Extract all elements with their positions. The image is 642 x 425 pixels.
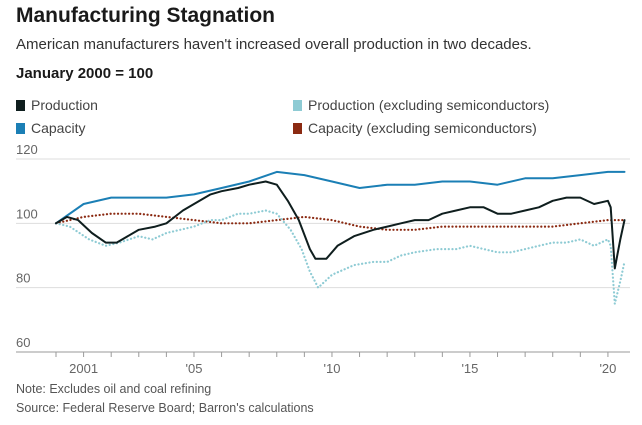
legend-swatch-capacity: [16, 122, 25, 134]
y-tick-label-120: 120: [16, 142, 38, 157]
legend-label-production: Production: [31, 97, 98, 113]
x-tick-label-2010: '10: [323, 361, 340, 376]
legend-label-capacity: Capacity: [31, 120, 86, 136]
y-axis-unit-label: January 2000 = 100: [16, 65, 154, 82]
legend-item-capacity-ex-semis: Capacity (excluding semiconductors): [293, 120, 537, 136]
legend-swatch-production-ex-semis: [293, 99, 302, 111]
chart-subtitle: American manufacturers haven't increased…: [16, 36, 532, 53]
legend-item-production: Production: [16, 97, 98, 113]
y-axis-tick-labels: 60 80 100 120: [16, 142, 38, 350]
series-line-capacity-excluding-semiconductors: [54, 212, 626, 231]
chart-source: Source: Federal Reserve Board; Barron's …: [16, 401, 314, 415]
y-tick-label-80: 80: [16, 271, 30, 286]
x-tick-label-2015: '15: [461, 361, 478, 376]
x-tick-label-2020: '20: [599, 361, 616, 376]
gridlines: [16, 158, 630, 353]
chart-title: Manufacturing Stagnation: [16, 4, 275, 27]
legend-item-production-ex-semis: Production (excluding semiconductors): [293, 97, 549, 113]
series-line-capacity: [55, 170, 626, 225]
series-lines: [54, 170, 626, 305]
x-tick-label-2001: 2001: [69, 361, 98, 376]
legend-swatch-capacity-ex-semis: [293, 122, 302, 134]
x-axis: 2001 '05 '10 '15 '20: [16, 351, 630, 376]
series-line-production-excluding-semiconductors: [54, 209, 626, 305]
y-tick-label-100: 100: [16, 206, 38, 221]
legend-item-capacity: Capacity: [16, 120, 85, 136]
y-tick-label-60: 60: [16, 335, 30, 350]
legend-label-production-ex-semis: Production (excluding semiconductors): [308, 97, 550, 113]
chart-note: Note: Excludes oil and coal refining: [16, 382, 212, 396]
series-line-production: [55, 180, 626, 270]
legend-label-capacity-ex-semis: Capacity (excluding semiconductors): [308, 120, 537, 136]
legend-swatch-production: [16, 99, 25, 111]
x-tick-label-2005: '05: [186, 361, 203, 376]
